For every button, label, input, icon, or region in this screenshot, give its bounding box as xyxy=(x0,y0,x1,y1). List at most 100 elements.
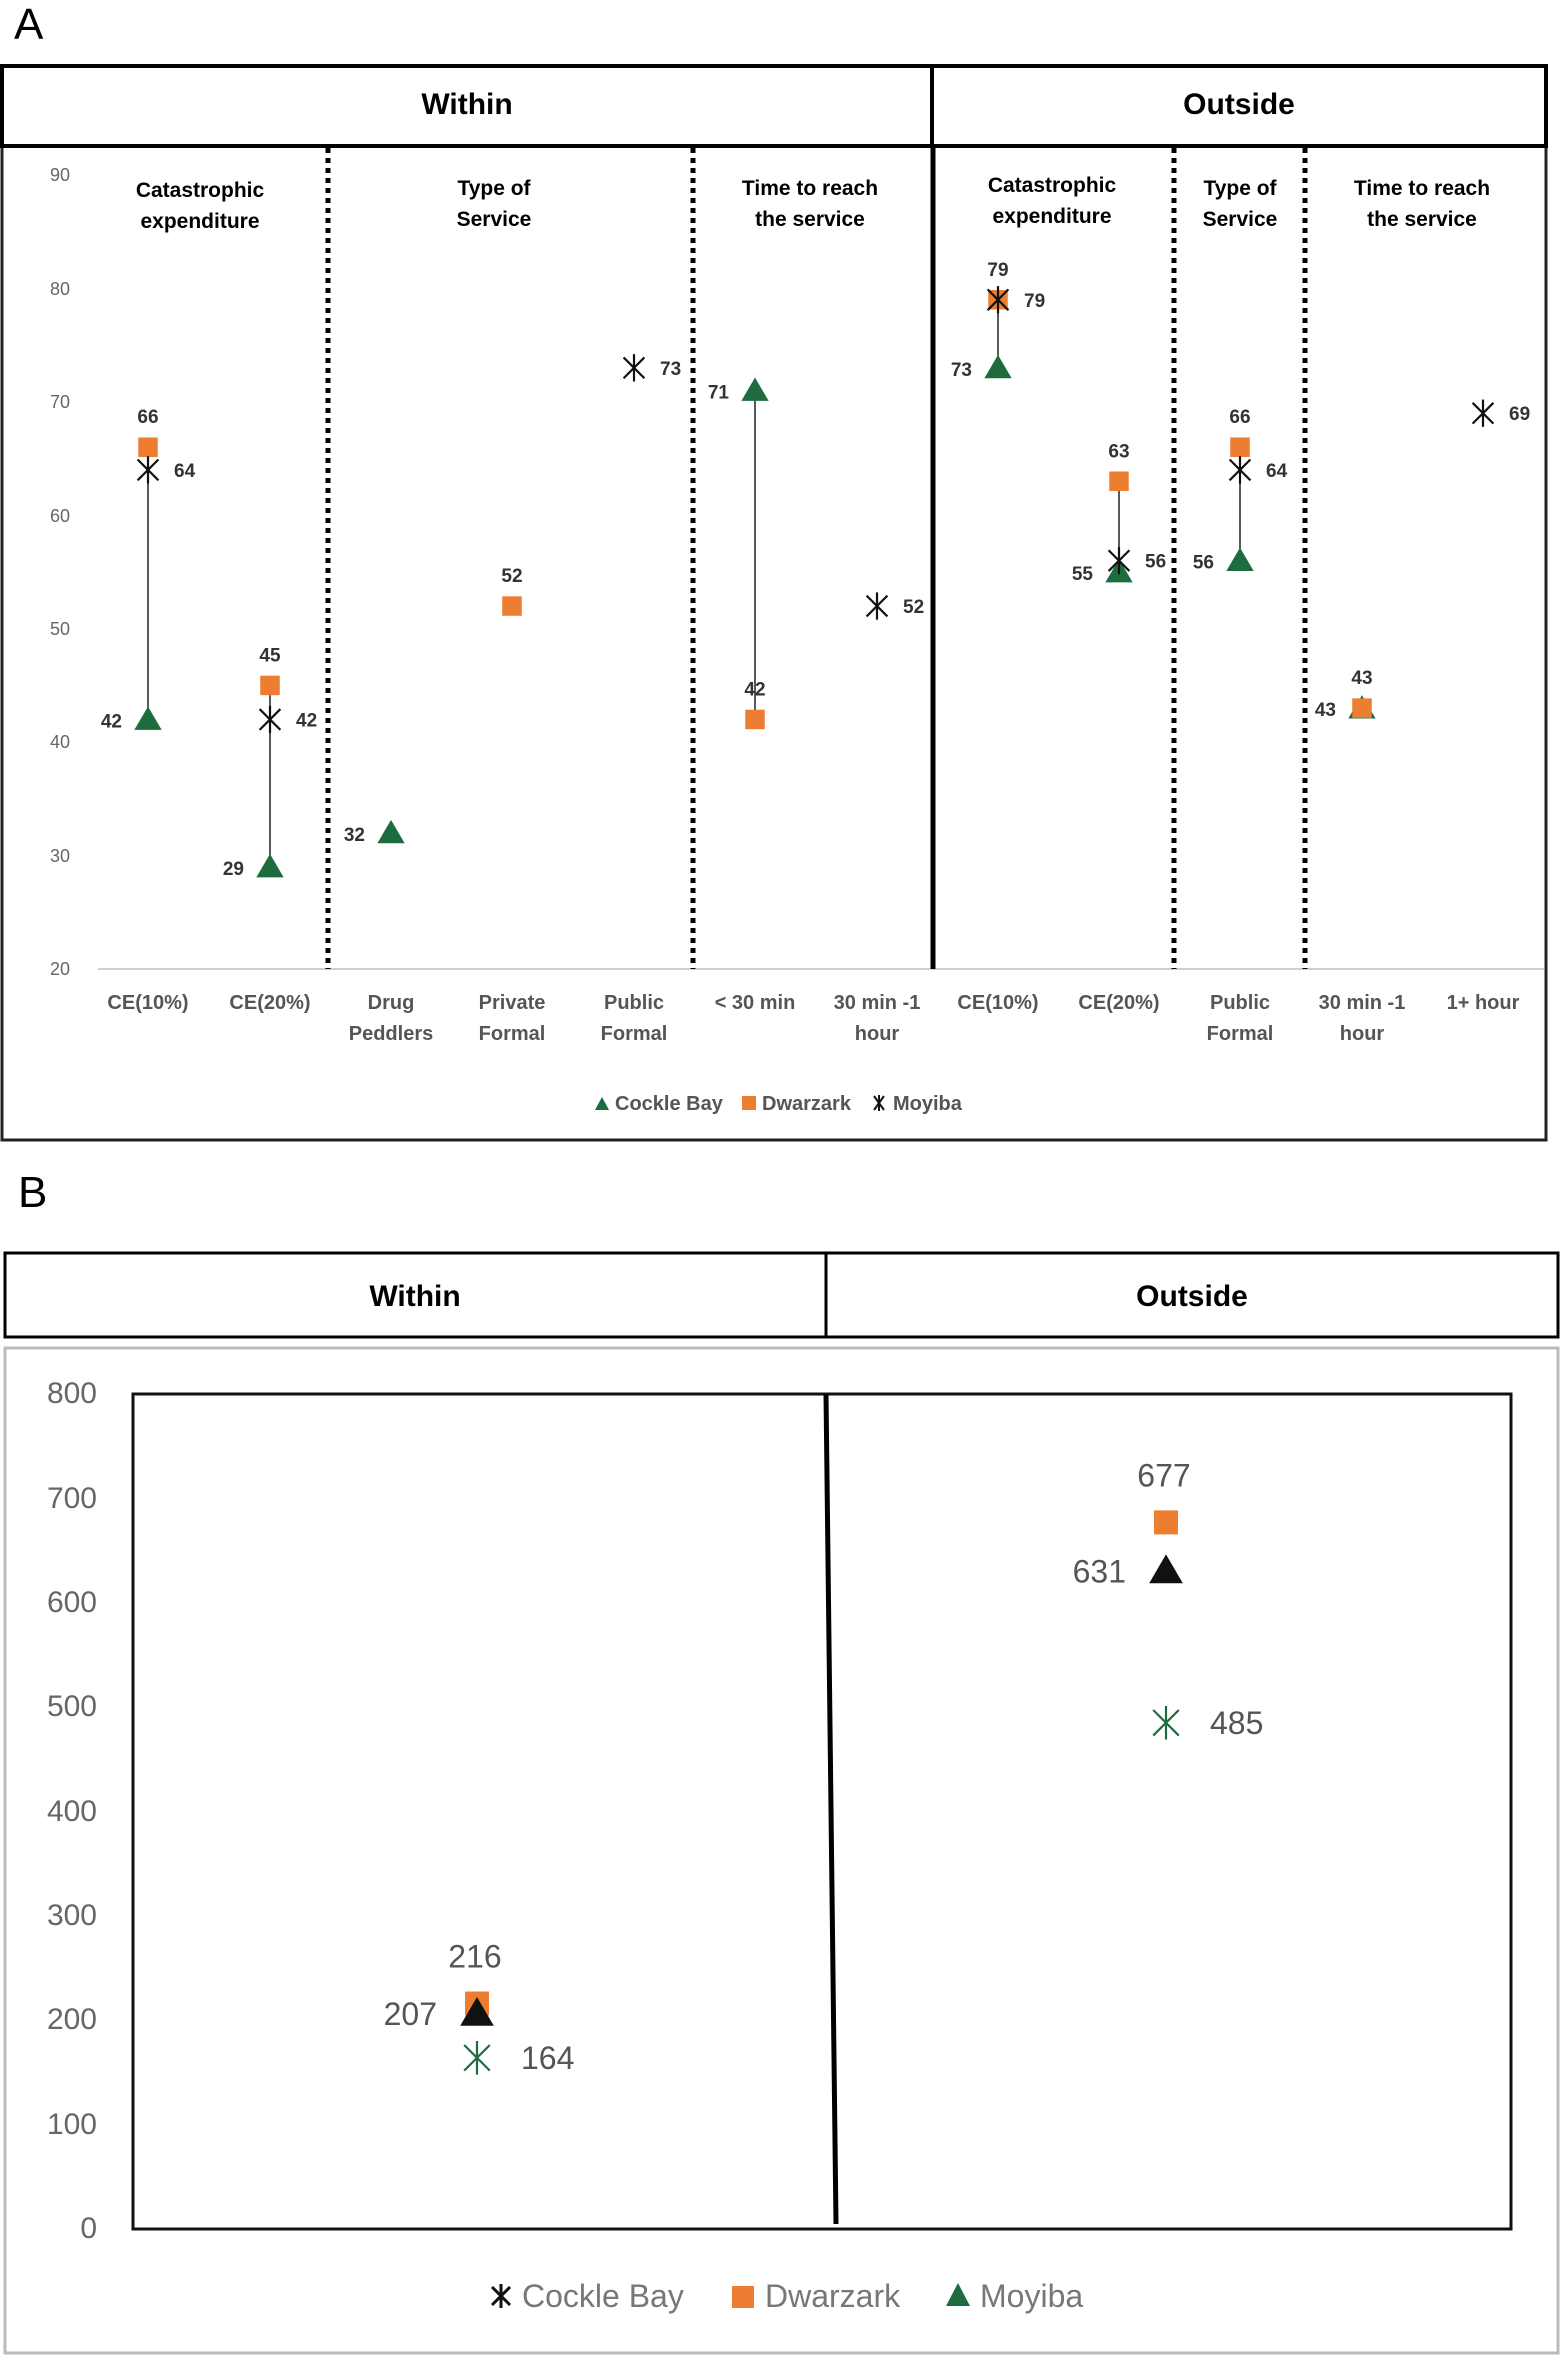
point-triangle xyxy=(377,819,405,844)
data-label: 73 xyxy=(951,360,972,381)
section-title-ce-within: Catastrophic xyxy=(136,179,265,202)
x-category-label: hour xyxy=(1340,1023,1385,1045)
x-category-label: Formal xyxy=(479,1023,546,1045)
y-tick-a: 60 xyxy=(50,506,70,526)
y-tick-b: 700 xyxy=(47,1482,97,1515)
data-label: 79 xyxy=(1024,291,1045,312)
data-label: 63 xyxy=(1108,441,1129,462)
legend-star-icon xyxy=(873,1095,885,1111)
section-title-time-outside: the service xyxy=(1367,208,1477,231)
data-label: 56 xyxy=(1193,553,1214,574)
x-category-label: Formal xyxy=(601,1023,668,1045)
y-tick-b: 800 xyxy=(47,1377,97,1410)
point-square xyxy=(745,709,765,730)
data-label: 79 xyxy=(987,260,1008,281)
legend-moyiba-b: Moyiba xyxy=(980,2278,1083,2314)
data-label: 29 xyxy=(223,859,244,880)
point-square xyxy=(1109,471,1129,492)
data-label: 216 xyxy=(448,1939,501,1975)
y-tick-a: 40 xyxy=(50,732,70,752)
legend-dwarzark-a: Dwarzark xyxy=(762,1093,852,1115)
data-label: 43 xyxy=(1351,668,1372,689)
y-tick-a: 80 xyxy=(50,279,70,299)
y-tick-b: 100 xyxy=(47,2108,97,2141)
within-outside-divider-b xyxy=(823,1393,839,2225)
x-category-label: Peddlers xyxy=(349,1023,433,1045)
data-label: 164 xyxy=(521,2040,574,2076)
legend-square-icon xyxy=(732,2286,754,2308)
data-label: 631 xyxy=(1073,1553,1126,1589)
data-label: 56 xyxy=(1145,552,1166,573)
data-label: 55 xyxy=(1072,564,1094,585)
x-category-label: CE(20%) xyxy=(1078,992,1159,1014)
data-label: 42 xyxy=(296,710,317,731)
point-triangle xyxy=(1149,1554,1183,1584)
header-outside-box-a xyxy=(930,64,1548,148)
point-star xyxy=(1471,399,1495,427)
x-category-label: Formal xyxy=(1207,1023,1274,1045)
point-triangle xyxy=(256,853,284,878)
data-label: 66 xyxy=(137,407,158,428)
y-tick-b: 200 xyxy=(47,2003,97,2036)
point-star xyxy=(136,456,160,484)
x-category-label: < 30 min xyxy=(715,992,796,1014)
header-within-box-b xyxy=(3,1251,828,1339)
data-label: 52 xyxy=(501,566,522,587)
data-label: 677 xyxy=(1137,1457,1190,1493)
point-star xyxy=(1152,1705,1180,1740)
data-label: 42 xyxy=(744,679,765,700)
legend-star-icon xyxy=(490,2284,512,2308)
x-category-label: 30 min -1 xyxy=(1319,992,1406,1014)
legend-triangle-icon xyxy=(595,1097,609,1110)
x-category-label: Drug xyxy=(368,992,415,1014)
header-outside-b: Outside xyxy=(1136,1280,1248,1313)
header-outside-box-b xyxy=(824,1251,1560,1339)
legend-cockle-bay-a: Cockle Bay xyxy=(615,1093,724,1115)
point-star xyxy=(1228,456,1252,484)
section-title-type-outside: Service xyxy=(1203,208,1278,231)
point-square xyxy=(1154,1510,1178,1535)
legend-triangle-icon xyxy=(946,2283,970,2306)
x-category-label: CE(20%) xyxy=(229,992,310,1014)
point-square xyxy=(502,596,522,616)
legend-dwarzark-b: Dwarzark xyxy=(765,2278,901,2314)
section-title-time-within: Time to reach xyxy=(742,177,878,200)
section-title-time-within: the service xyxy=(755,208,865,231)
point-triangle xyxy=(984,354,1012,379)
point-triangle xyxy=(134,706,162,730)
x-category-label: Public xyxy=(1210,992,1270,1014)
section-title-ce-outside: expenditure xyxy=(992,205,1111,228)
x-category-label: Public xyxy=(604,992,664,1014)
point-square xyxy=(1230,437,1250,457)
point-square xyxy=(138,437,158,457)
panel-b-letter: B xyxy=(18,1168,48,1217)
y-tick-a: 30 xyxy=(50,846,70,866)
point-star xyxy=(986,286,1010,314)
header-within-box-a xyxy=(0,64,934,148)
y-tick-a: 70 xyxy=(50,392,70,412)
data-label: 207 xyxy=(384,1996,437,2032)
data-label: 42 xyxy=(101,711,122,732)
point-star xyxy=(1107,547,1131,575)
chart-a: Within Outside 90 80 70 60 50 40 30 20 C… xyxy=(0,64,1548,1142)
x-category-label: 1+ hour xyxy=(1447,992,1520,1014)
data-label: 485 xyxy=(1210,1705,1263,1741)
y-tick-a: 90 xyxy=(50,165,70,185)
panel-a-letter: A xyxy=(14,0,44,49)
point-star xyxy=(463,2041,491,2075)
y-tick-a: 20 xyxy=(50,959,70,979)
data-label: 64 xyxy=(174,461,196,482)
y-tick-b: 400 xyxy=(47,1795,97,1828)
data-label: 73 xyxy=(660,359,681,380)
point-triangle xyxy=(741,377,769,401)
section-title-type-within: Type of xyxy=(457,177,531,200)
y-tick-b: 600 xyxy=(47,1586,97,1619)
plot-area-b xyxy=(131,1392,1513,2231)
point-triangle xyxy=(1226,547,1254,572)
data-label: 69 xyxy=(1509,404,1530,425)
data-label: 45 xyxy=(259,645,281,666)
section-title-time-outside: Time to reach xyxy=(1354,177,1490,200)
chart-b-frame xyxy=(3,1346,1560,2355)
data-label: 43 xyxy=(1315,700,1336,721)
point-star xyxy=(865,592,889,620)
